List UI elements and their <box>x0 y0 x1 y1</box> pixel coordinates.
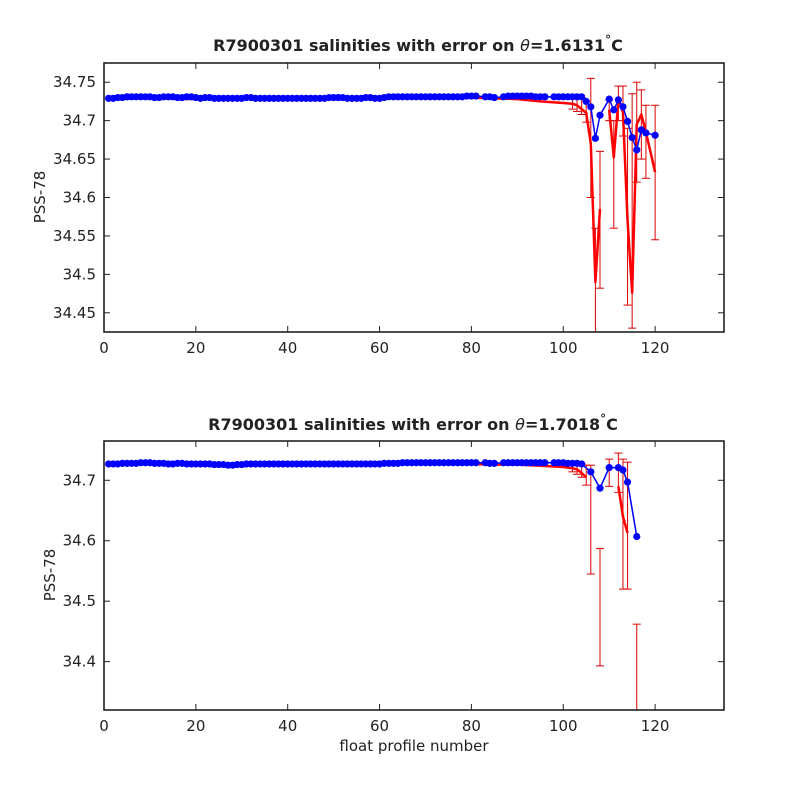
top-chart-float-point <box>490 93 498 102</box>
top-chart-xtick-label: 100 <box>549 339 578 357</box>
top-chart-error-bar <box>641 104 650 179</box>
bottom-chart-float-point <box>587 468 595 476</box>
top-chart-xtick-label: 20 <box>186 339 205 357</box>
top-chart-xtick-label: 60 <box>370 339 389 357</box>
bottom-chart-float-point <box>490 459 498 467</box>
top-chart-xtick-label: 0 <box>99 339 109 357</box>
top-chart-ytick-label: 34.7 <box>63 112 96 130</box>
bottom-chart-xlabel: float profile number <box>339 737 489 755</box>
top-chart-ytick-label: 34.75 <box>53 73 96 91</box>
bottom-chart-ylabel: PSS-78 <box>41 549 59 602</box>
bottom-chart-ytick-label: 34.7 <box>63 471 96 489</box>
bottom-chart-calibrated-line <box>108 462 629 534</box>
bottom-chart-error-bar <box>605 458 614 487</box>
top-chart-float-point <box>619 103 627 111</box>
bottom-chart-ytick-label: 34.4 <box>63 653 96 671</box>
bottom-chart-xtick-label: 60 <box>370 717 389 735</box>
top-chart-float-point <box>596 111 604 119</box>
top-chart-xtick-label: 120 <box>641 339 670 357</box>
bottom-chart-ytick-label: 34.6 <box>63 532 96 550</box>
top-chart-error-bar <box>651 104 660 241</box>
top-chart-float-point <box>614 96 622 104</box>
top-chart-xtick-label: 40 <box>278 339 297 357</box>
top-chart-plot-area <box>104 77 660 332</box>
bottom-chart-float-point <box>633 532 641 541</box>
top-chart-ytick-label: 34.5 <box>63 265 96 283</box>
top-chart-error-bar <box>637 89 646 160</box>
bottom-chart-xtick-label: 80 <box>462 717 481 735</box>
top-chart-float-point <box>610 106 618 114</box>
bottom-chart-error-bar <box>596 548 604 667</box>
bottom-chart-float-point <box>623 478 632 486</box>
top-chart-float-point <box>541 93 549 101</box>
top-chart-float-point <box>623 117 632 126</box>
bottom-chart-float-point <box>578 460 586 468</box>
top-chart-calibrated-line <box>108 96 657 295</box>
top-chart-float-point <box>472 92 480 100</box>
top-chart-ytick-label: 34.6 <box>63 189 96 207</box>
top-chart: R7900301 salinities with error on θ=1.61… <box>31 33 725 357</box>
top-chart-float-point <box>628 133 636 142</box>
bottom-chart-xtick-label: 120 <box>641 717 670 735</box>
bottom-chart-float-point <box>541 459 549 467</box>
bottom-chart-xtick-label: 20 <box>186 717 205 735</box>
top-chart-ylabel: PSS-78 <box>31 171 49 224</box>
bottom-chart-error-bar <box>632 623 641 710</box>
bottom-chart-float-point <box>472 459 480 467</box>
top-chart-float-point <box>633 146 641 154</box>
top-chart-float-point <box>578 93 586 101</box>
top-chart-float-point <box>642 129 650 137</box>
top-chart-ytick-label: 34.45 <box>53 304 96 322</box>
bottom-chart-float-point <box>619 466 627 474</box>
bottom-chart-xtick-label: 40 <box>278 717 297 735</box>
top-chart-xtick-label: 80 <box>462 339 481 357</box>
bottom-chart-float-point <box>596 484 604 492</box>
bottom-chart-float-point <box>605 463 613 472</box>
top-chart-float-point <box>582 97 590 106</box>
bottom-chart-title: R7900301 salinities with error on θ=1.70… <box>208 412 618 434</box>
top-chart-ytick-label: 34.55 <box>53 227 96 245</box>
bottom-chart-error-bar <box>586 464 595 575</box>
bottom-chart: R7900301 salinities with error on θ=1.70… <box>41 412 725 755</box>
bottom-chart-axes-frame <box>103 440 725 711</box>
top-chart-ytick-label: 34.65 <box>53 150 96 168</box>
top-chart-float-point <box>651 131 659 139</box>
top-chart-title: R7900301 salinities with error on θ=1.61… <box>213 33 623 55</box>
top-chart-float-point <box>587 103 595 111</box>
bottom-chart-float-line <box>108 462 638 537</box>
bottom-chart-xtick-label: 100 <box>549 717 578 735</box>
top-chart-float-point <box>605 95 613 103</box>
top-chart-float-point <box>591 134 600 142</box>
bottom-chart-xtick-label: 0 <box>99 717 109 735</box>
bottom-chart-plot-area <box>104 452 641 710</box>
bottom-chart-ytick-label: 34.5 <box>63 592 96 610</box>
